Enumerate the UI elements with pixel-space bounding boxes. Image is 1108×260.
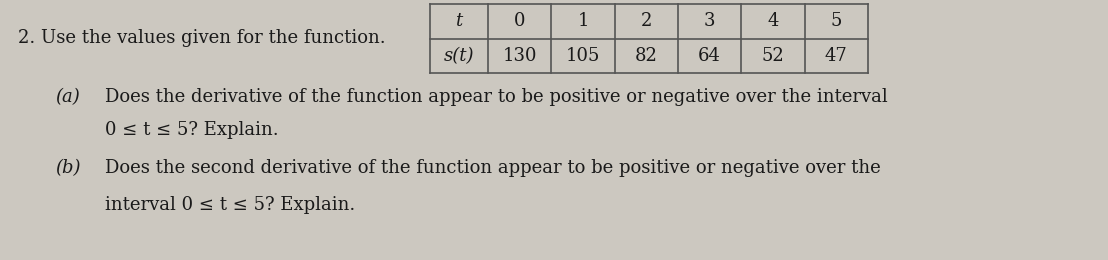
Text: interval 0 ≤ t ≤ 5? Explain.: interval 0 ≤ t ≤ 5? Explain. (105, 196, 356, 214)
Text: 3: 3 (704, 12, 716, 30)
Text: 0 ≤ t ≤ 5? Explain.: 0 ≤ t ≤ 5? Explain. (105, 121, 278, 139)
Text: 64: 64 (698, 47, 721, 65)
Text: 2: 2 (640, 12, 652, 30)
Text: 105: 105 (566, 47, 601, 65)
Text: 1: 1 (577, 12, 588, 30)
Text: Does the derivative of the function appear to be positive or negative over the i: Does the derivative of the function appe… (105, 88, 888, 106)
Text: 82: 82 (635, 47, 658, 65)
Text: 130: 130 (502, 47, 537, 65)
Text: t: t (455, 12, 463, 30)
Text: s(t): s(t) (443, 47, 474, 65)
Text: 0: 0 (514, 12, 525, 30)
Text: 4: 4 (768, 12, 779, 30)
Text: (b): (b) (55, 159, 81, 177)
Text: 47: 47 (825, 47, 848, 65)
Text: 52: 52 (761, 47, 784, 65)
Text: 2. Use the values given for the function.: 2. Use the values given for the function… (18, 29, 386, 47)
Text: Does the second derivative of the function appear to be positive or negative ove: Does the second derivative of the functi… (105, 159, 881, 177)
Text: (a): (a) (55, 88, 80, 106)
Text: 5: 5 (831, 12, 842, 30)
